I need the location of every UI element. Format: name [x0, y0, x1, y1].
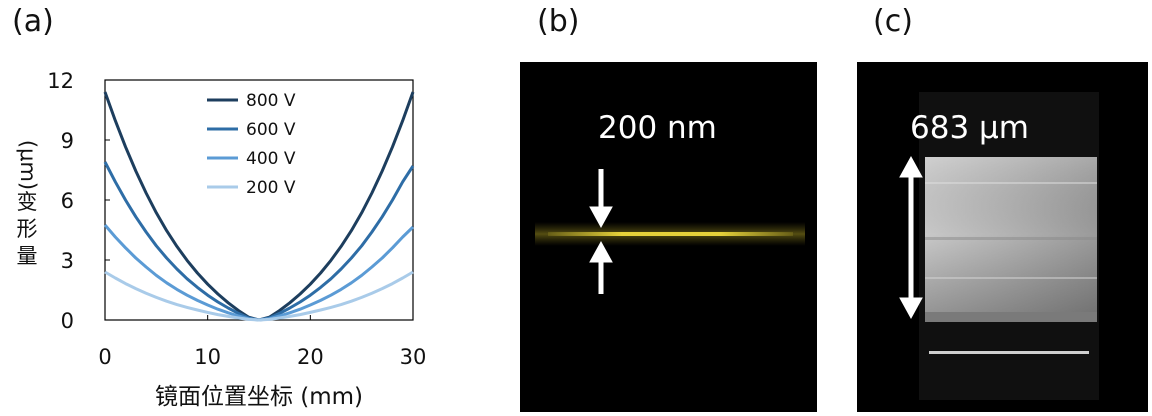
y-tick-label: 6 — [61, 189, 74, 213]
beam-width-label: 200 nm — [598, 110, 717, 146]
deformation-chart: 0 10 20 30 0 3 6 9 12 镜面位置坐标 (mm) 变形量 (μm) 800 V 600 … — [16, 69, 427, 410]
legend-label: 800 V — [246, 91, 296, 111]
y-tick-label: 9 — [61, 129, 74, 153]
panel-c-label: (c) — [873, 4, 913, 39]
x-axis-title: 镜面位置坐标 (mm) — [155, 384, 363, 410]
legend-label: 200 V — [246, 178, 296, 198]
sample-surface-image — [899, 92, 1099, 400]
y-tick-label: 3 — [61, 249, 74, 273]
legend-label: 400 V — [246, 149, 296, 169]
x-tick-label: 20 — [297, 345, 324, 369]
height-arrow — [899, 155, 923, 320]
y-axis-title-char: 变 — [17, 190, 38, 214]
y-axis-title-unit: (μm) — [16, 140, 40, 190]
y-axis-title-char: 形 — [17, 217, 38, 241]
thickness-arrows — [589, 169, 613, 294]
panel-b-image: 200 nm — [520, 62, 817, 412]
panel-b-label: (b) — [537, 4, 580, 39]
panel-c-image: 683 μm — [857, 62, 1148, 412]
legend-label: 600 V — [246, 120, 296, 140]
y-tick-label: 12 — [47, 69, 74, 93]
panel-a-label: (a) — [12, 4, 54, 39]
x-tick-label: 30 — [400, 345, 427, 369]
sample-streak — [925, 277, 1097, 279]
y-tick-label: 0 — [61, 309, 74, 333]
sample-shading — [925, 157, 1097, 312]
sample-streak — [925, 182, 1097, 184]
series-line-200v — [104, 270, 414, 322]
sample-height-label: 683 μm — [910, 110, 1029, 146]
x-tick-label: 10 — [194, 345, 221, 369]
y-axis-title-char: 量 — [17, 244, 38, 268]
x-tick-label: 0 — [98, 345, 111, 369]
sample-bottom-line — [929, 351, 1089, 354]
beam-line — [548, 232, 793, 236]
beam-line-image — [535, 169, 805, 294]
sample-streak — [925, 237, 1097, 240]
sample-lower-edge — [925, 312, 1097, 322]
